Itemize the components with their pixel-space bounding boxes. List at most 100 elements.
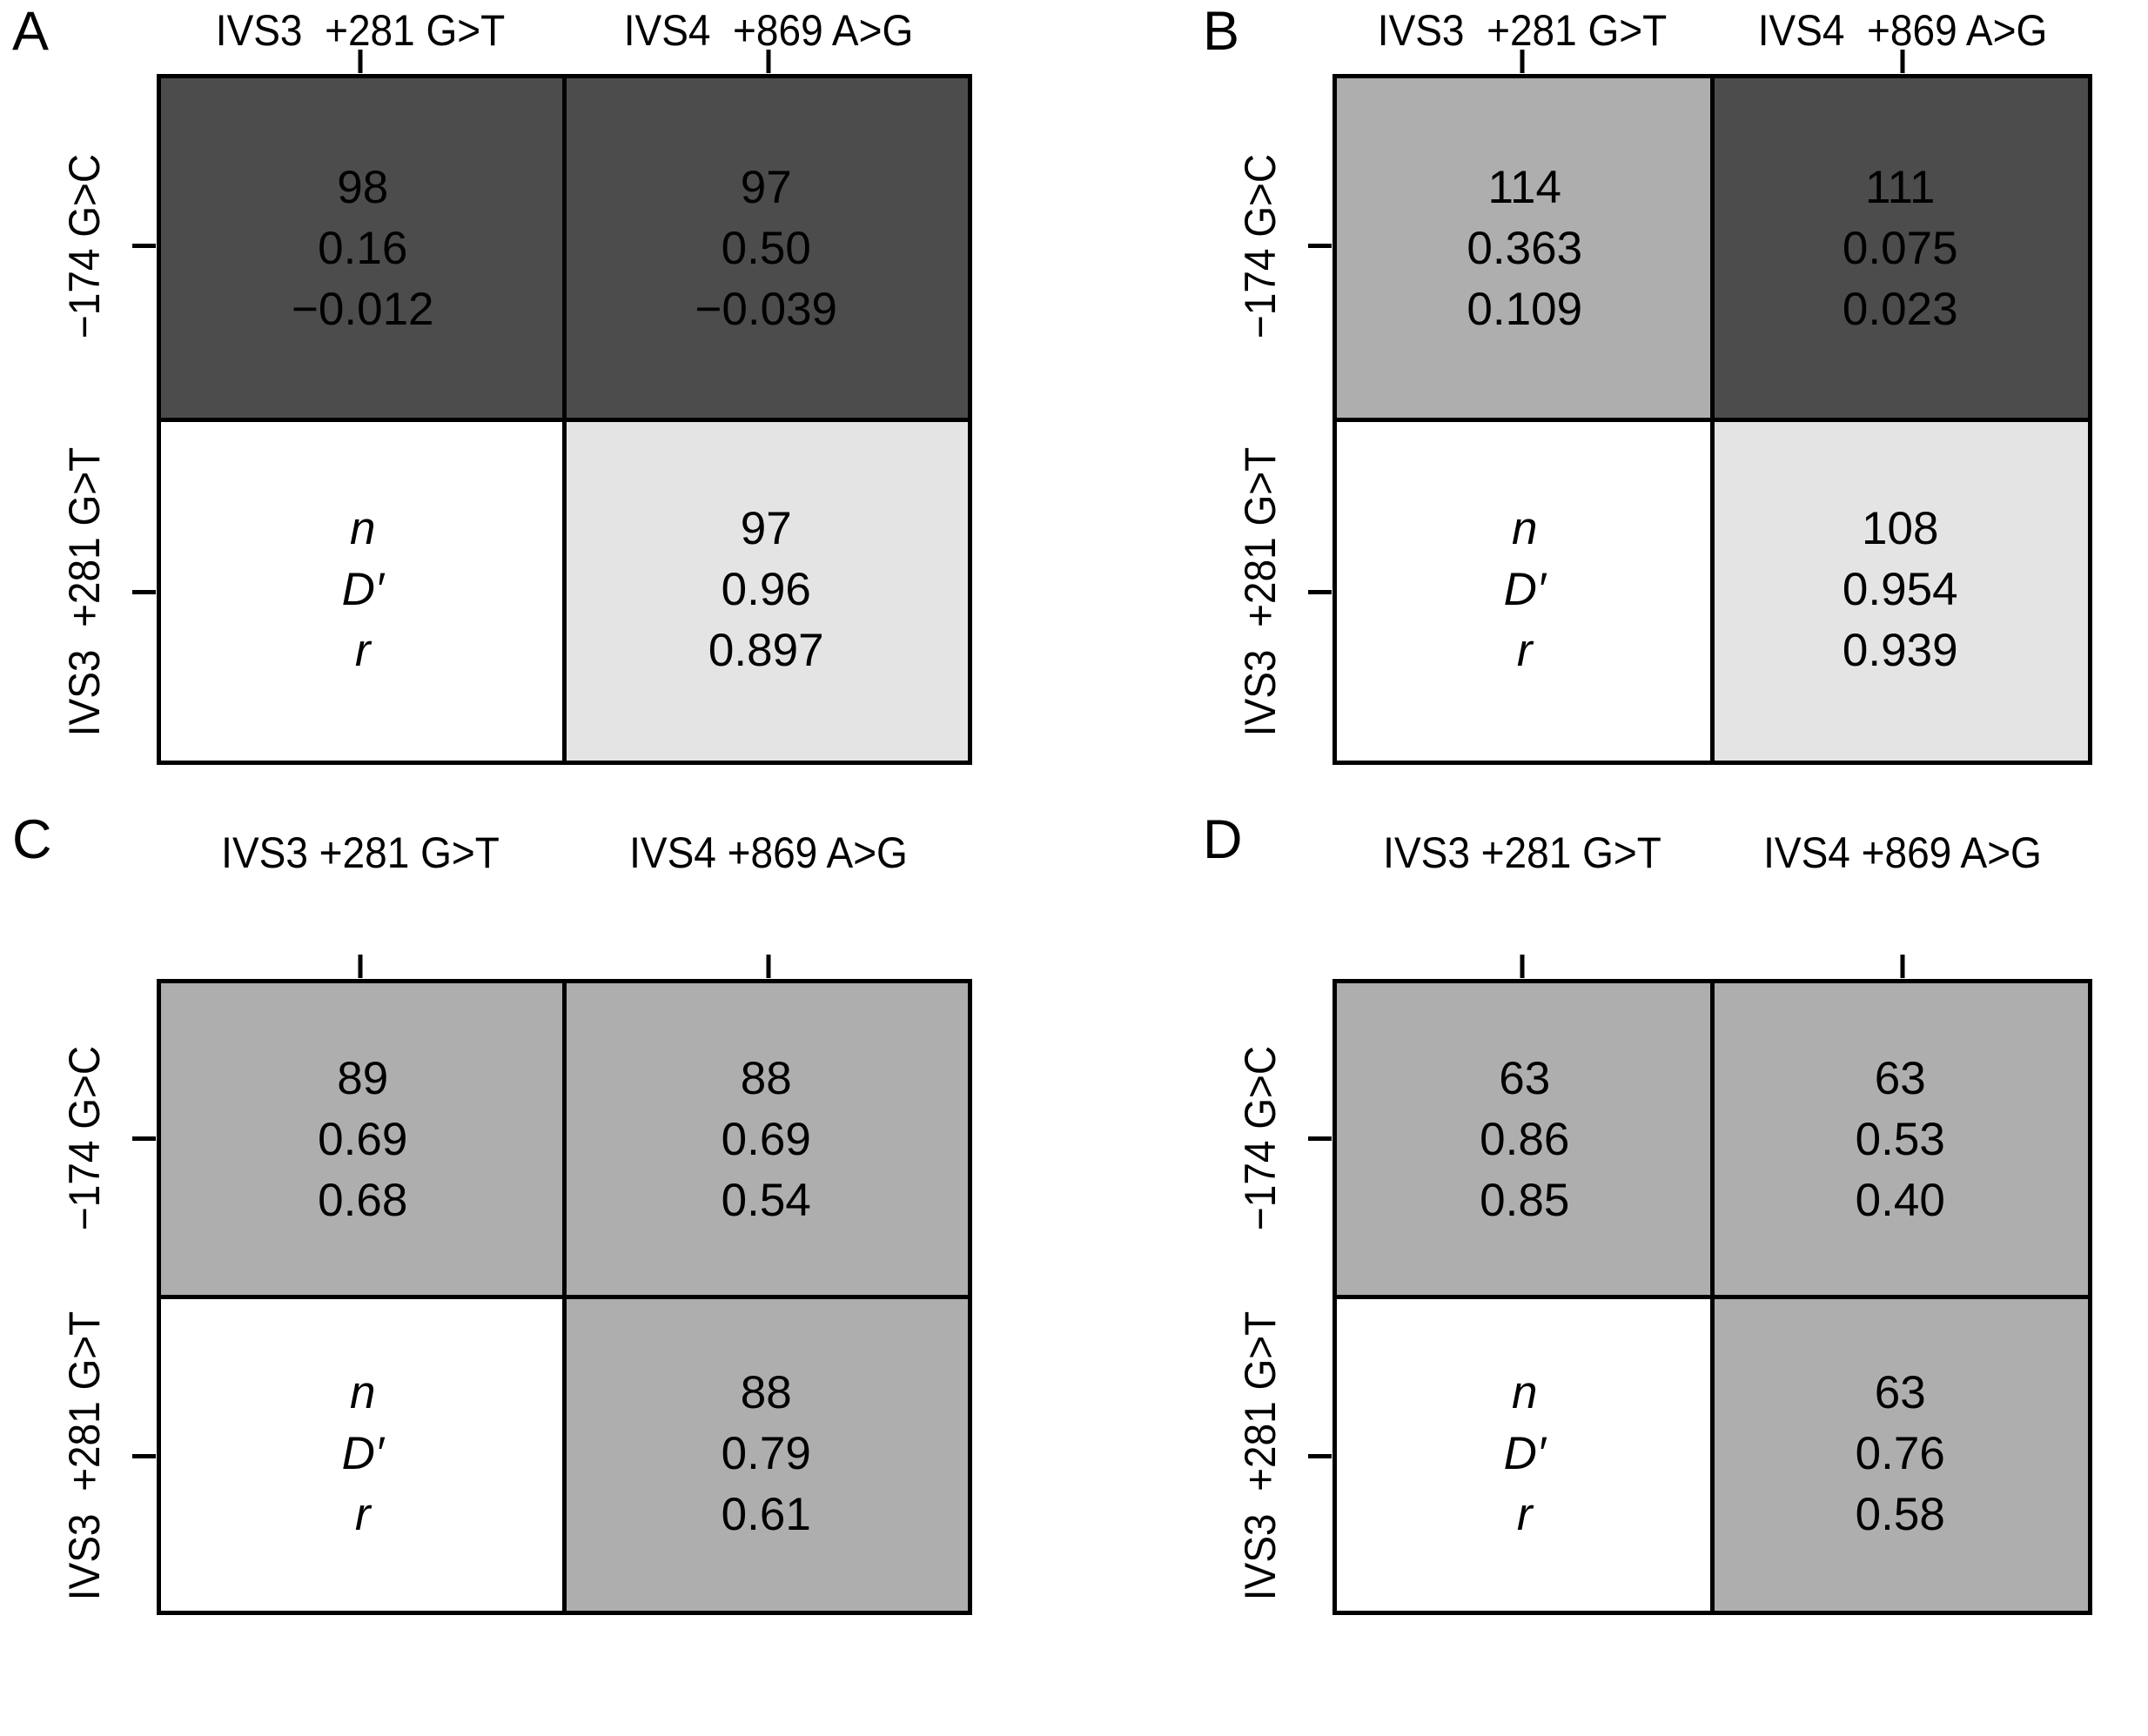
legend-r: r — [354, 625, 371, 676]
cell-top-right: 63 0.53 0.40 — [1712, 983, 2088, 1297]
cell-bottom-right: 63 0.76 0.58 — [1712, 1297, 2088, 1611]
cell-n-value: 63 — [1874, 1053, 1926, 1105]
panel-D: D IVS3 +281 G>T IVS4 +869 A>G −174 G>C I… — [1074, 808, 2148, 1617]
column-tick — [358, 50, 363, 73]
legend-r: r — [1516, 625, 1533, 676]
panel-label: A — [12, 1, 50, 62]
ld-grid: 63 0.86 0.85 63 0.53 0.40 n D′ r 63 0.76… — [1332, 979, 2092, 1615]
panel-A: A IVS3 +281 G>T IVS4 +869 A>G −174 G>C I… — [0, 0, 1074, 808]
legend-dprime: D′ — [1503, 564, 1546, 615]
legend-r: r — [1516, 1488, 1533, 1540]
cell-top-left: 89 0.69 0.68 — [161, 983, 565, 1297]
cell-r-value: 0.61 — [721, 1488, 811, 1540]
row-tick — [132, 1454, 156, 1458]
cell-dprime-value: 0.954 — [1842, 564, 1958, 615]
cell-dprime-value: 0.69 — [318, 1114, 408, 1166]
row-tick — [132, 1136, 156, 1141]
column-tick — [766, 955, 771, 978]
row-tick — [132, 590, 156, 594]
ld-grid: 98 0.16 −0.012 97 0.50 −0.039 n D′ r 97 … — [157, 74, 972, 765]
cell-legend: n D′ r — [1337, 1297, 1713, 1611]
cell-legend: n D′ r — [161, 1297, 565, 1611]
cell-r-value: 0.68 — [318, 1175, 408, 1227]
cell-top-right: 97 0.50 −0.039 — [564, 78, 968, 419]
legend-dprime: D′ — [341, 564, 384, 615]
row-tick — [1308, 244, 1332, 248]
panel-C: C IVS3 +281 G>T IVS4 +869 A>G −174 G>C I… — [0, 808, 1074, 1617]
cell-top-left: 63 0.86 0.85 — [1337, 983, 1713, 1297]
cell-legend: n D′ r — [161, 419, 565, 761]
cell-n-value: 63 — [1499, 1053, 1551, 1105]
legend-n: n — [350, 503, 376, 554]
cell-n-value: 111 — [1864, 162, 1936, 213]
grid-horizontal-divider — [161, 417, 968, 422]
cell-r-value: 0.40 — [1855, 1175, 1945, 1227]
cell-r-value: −0.039 — [695, 284, 838, 335]
column-tick — [766, 50, 771, 73]
cell-top-left: 98 0.16 −0.012 — [161, 78, 565, 419]
cell-n-value: 97 — [740, 162, 792, 213]
row-tick — [132, 244, 156, 248]
panel-label: B — [1203, 1, 1240, 62]
column-header-1: IVS3 +281 G>T — [1377, 6, 1668, 55]
cell-dprime-value: 0.363 — [1467, 223, 1583, 274]
row-label-2: IVS3 +281 G>T — [1236, 446, 1285, 737]
cell-dprime-value: 0.76 — [1855, 1427, 1945, 1479]
cell-r-value: 0.54 — [721, 1175, 811, 1227]
cell-r-value: −0.012 — [291, 284, 434, 335]
cell-dprime-value: 0.16 — [318, 223, 408, 274]
column-header-1: IVS3 +281 G>T — [215, 6, 506, 55]
cell-bottom-right: 88 0.79 0.61 — [564, 1297, 968, 1611]
cell-r-value: 0.85 — [1480, 1175, 1570, 1227]
grid-horizontal-divider — [1337, 1295, 2088, 1299]
column-tick — [1520, 50, 1525, 73]
cell-legend: n D′ r — [1337, 419, 1713, 761]
panel-B: B IVS3 +281 G>T IVS4 +869 A>G −174 G>C I… — [1074, 0, 2148, 808]
cell-top-right: 111 0.075 0.023 — [1712, 78, 2088, 419]
cell-bottom-right: 97 0.96 0.897 — [564, 419, 968, 761]
grid-horizontal-divider — [1337, 417, 2088, 422]
row-tick — [1308, 1454, 1332, 1458]
legend-n: n — [1512, 1366, 1538, 1418]
panel-label: D — [1203, 809, 1243, 870]
column-header-2: IVS4 +869 A>G — [1757, 6, 2048, 55]
legend-r: r — [354, 1488, 371, 1540]
cell-n-value: 97 — [740, 503, 792, 554]
cell-dprime-value: 0.86 — [1480, 1114, 1570, 1166]
cell-n-value: 114 — [1487, 162, 1562, 213]
cell-n-value: 98 — [337, 162, 389, 213]
legend-dprime: D′ — [341, 1427, 384, 1479]
cell-bottom-right: 108 0.954 0.939 — [1712, 419, 2088, 761]
column-header-2: IVS4 +869 A>G — [629, 828, 908, 877]
cell-dprime-value: 0.79 — [721, 1427, 811, 1479]
cell-n-value: 108 — [1862, 503, 1939, 554]
row-tick — [1308, 1136, 1332, 1141]
cell-n-value: 88 — [740, 1366, 792, 1418]
cell-r-value: 0.023 — [1842, 284, 1958, 335]
column-tick — [1520, 955, 1525, 978]
cell-r-value: 0.897 — [708, 625, 824, 676]
row-tick — [1308, 590, 1332, 594]
cell-top-left: 114 0.363 0.109 — [1337, 78, 1713, 419]
cell-n-value: 88 — [740, 1053, 792, 1105]
cell-dprime-value: 0.53 — [1855, 1114, 1945, 1166]
cell-top-right: 88 0.69 0.54 — [564, 983, 968, 1297]
cell-r-value: 0.58 — [1855, 1488, 1945, 1540]
column-tick — [358, 955, 363, 978]
grid-horizontal-divider — [161, 1295, 968, 1299]
legend-n: n — [350, 1366, 376, 1418]
row-label-2: IVS3 +281 G>T — [1236, 1310, 1285, 1601]
column-tick — [1900, 50, 1905, 73]
cell-r-value: 0.939 — [1842, 625, 1958, 676]
cell-dprime-value: 0.69 — [721, 1114, 811, 1166]
legend-dprime: D′ — [1503, 1427, 1546, 1479]
cell-r-value: 0.109 — [1467, 284, 1583, 335]
cell-n-value: 89 — [337, 1053, 389, 1105]
cell-dprime-value: 0.96 — [721, 564, 811, 615]
row-label-2: IVS3 +281 G>T — [60, 1310, 109, 1601]
column-tick — [1900, 955, 1905, 978]
cell-dprime-value: 0.075 — [1842, 223, 1958, 274]
ld-grid: 114 0.363 0.109 111 0.075 0.023 n D′ r 1… — [1332, 74, 2092, 765]
ld-grid: 89 0.69 0.68 88 0.69 0.54 n D′ r 88 0.79… — [157, 979, 972, 1615]
column-header-2: IVS4 +869 A>G — [1763, 828, 2042, 877]
